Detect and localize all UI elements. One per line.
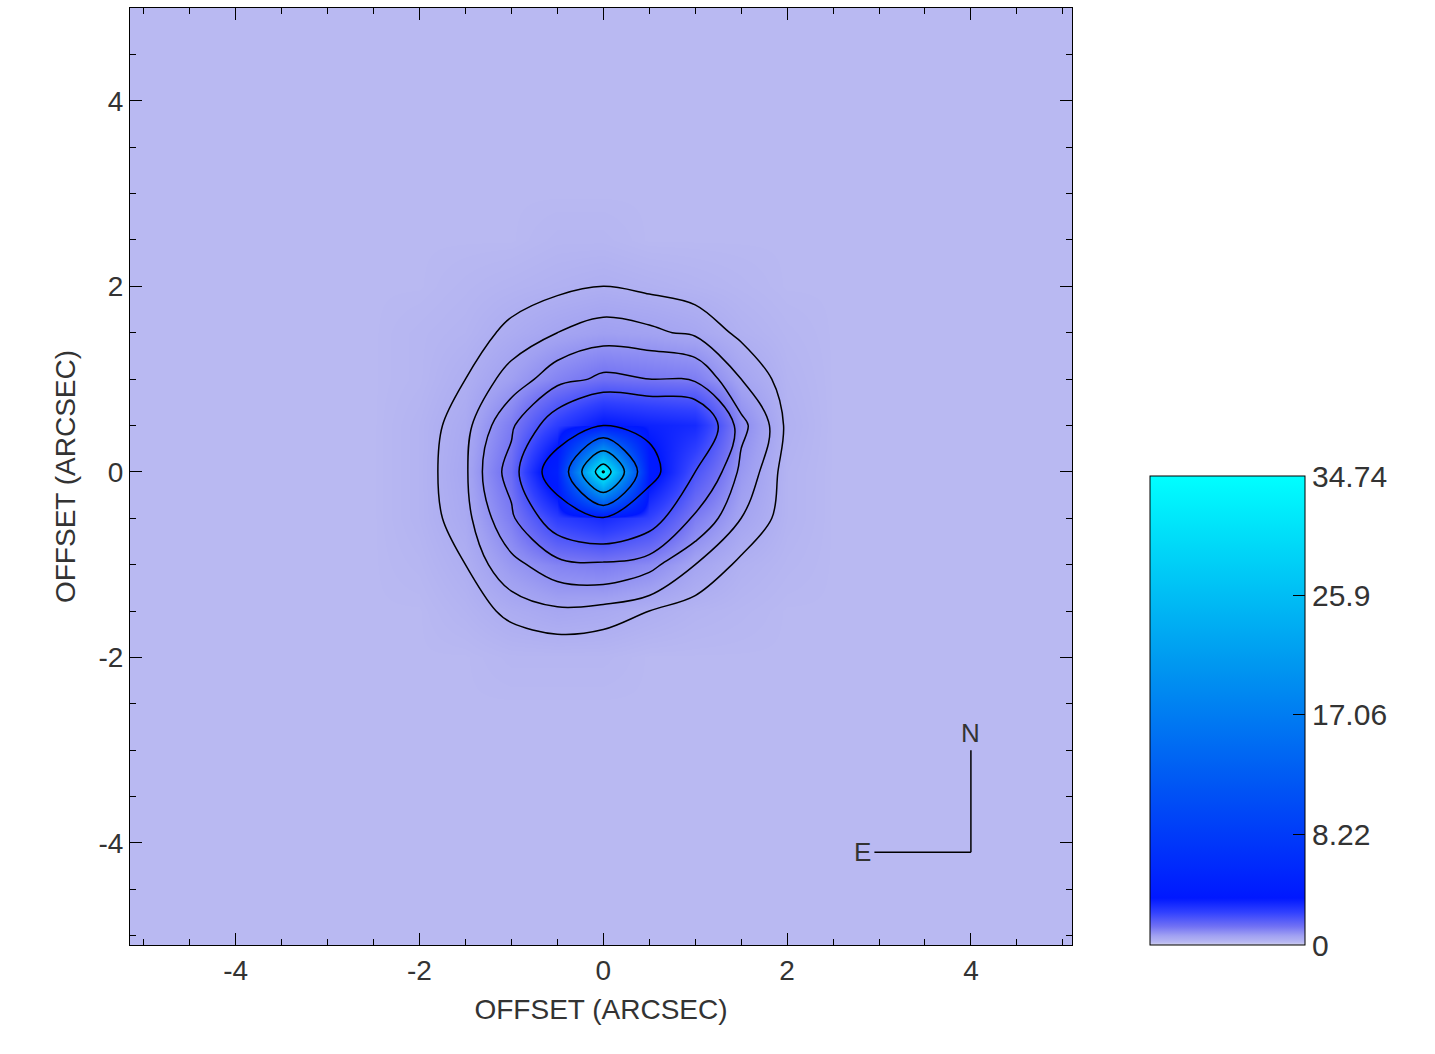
svg-text:-4: -4 [98,828,123,859]
svg-text:0: 0 [1312,929,1329,962]
svg-text:0: 0 [108,457,124,488]
svg-text:-2: -2 [407,955,432,986]
svg-text:-2: -2 [98,642,123,673]
svg-text:-4: -4 [223,955,248,986]
svg-text:OFFSET (ARCSEC): OFFSET (ARCSEC) [474,994,727,1025]
svg-text:0: 0 [596,955,612,986]
svg-text:OFFSET (ARCSEC): OFFSET (ARCSEC) [50,350,81,603]
svg-text:8.22: 8.22 [1312,818,1370,851]
svg-text:4: 4 [108,86,124,117]
svg-text:2: 2 [779,955,795,986]
svg-text:4: 4 [963,955,979,986]
svg-text:N: N [961,718,980,748]
svg-text:17.06: 17.06 [1312,698,1387,731]
svg-text:E: E [854,837,871,867]
svg-text:2: 2 [108,271,124,302]
svg-text:25.9: 25.9 [1312,579,1370,612]
svg-text:34.74: 34.74 [1312,460,1387,493]
